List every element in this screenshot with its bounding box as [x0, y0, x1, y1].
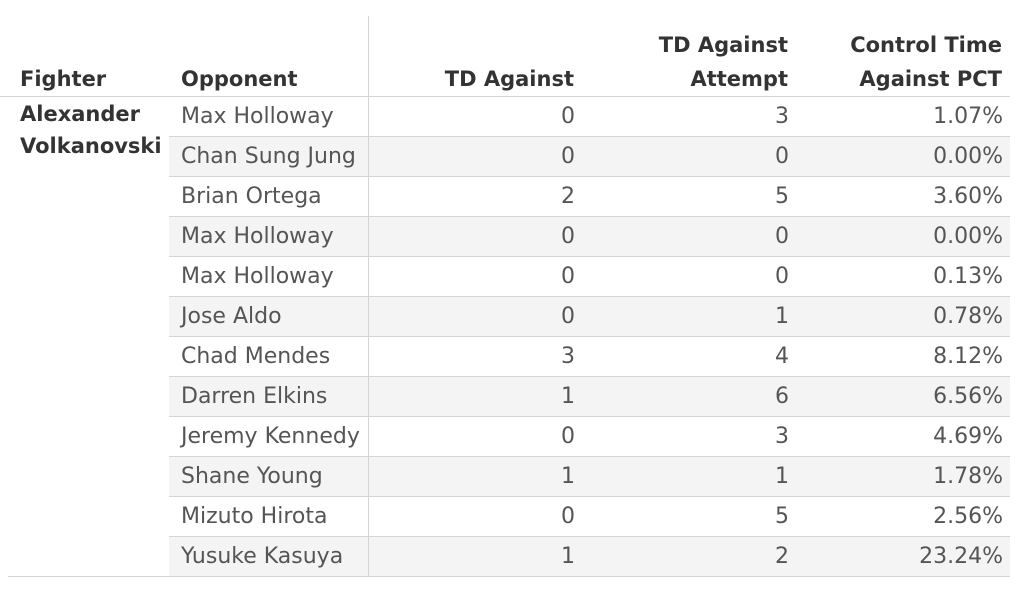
cell-control-time-pct: 23.24%: [919, 544, 1003, 569]
cell-td-against-attempt: 3: [775, 104, 789, 129]
row-separator: [169, 176, 1010, 177]
cell-td-against-attempt: 4: [775, 344, 789, 369]
divider-header: [0, 96, 1010, 97]
cell-td-against-attempt: 5: [775, 504, 789, 529]
cell-td-against: 1: [561, 464, 575, 489]
cell-opponent: Chan Sung Jung: [181, 144, 356, 169]
cell-td-against: 0: [561, 224, 575, 249]
cell-control-time-pct: 0.78%: [933, 304, 1003, 329]
cell-control-time-pct: 6.56%: [933, 384, 1003, 409]
header-opponent[interactable]: Opponent: [181, 67, 298, 91]
cell-control-time-pct: 8.12%: [933, 344, 1003, 369]
cell-td-against-attempt: 3: [775, 424, 789, 449]
cell-opponent: Jose Aldo: [181, 304, 282, 329]
cell-opponent: Max Holloway: [181, 104, 334, 129]
cell-td-against-attempt: 1: [775, 304, 789, 329]
cell-td-against-attempt: 5: [775, 184, 789, 209]
cell-opponent: Brian Ortega: [181, 184, 322, 209]
table-row[interactable]: [169, 417, 1010, 457]
table-row[interactable]: [169, 137, 1010, 177]
cell-td-against-attempt: 0: [775, 264, 789, 289]
cell-td-against-attempt: 0: [775, 144, 789, 169]
table-row[interactable]: [169, 457, 1010, 497]
fighter-cell[interactable]: Alexander Volkanovski: [20, 98, 162, 162]
table-row[interactable]: [169, 257, 1010, 297]
header-td-against-attempt-line1: TD Against: [658, 33, 788, 57]
table-row[interactable]: [169, 497, 1010, 537]
cell-opponent: Darren Elkins: [181, 384, 328, 409]
header-control-time-pct[interactable]: Control Time Against PCT: [800, 28, 1002, 96]
cell-td-against: 2: [561, 184, 575, 209]
row-separator: [169, 136, 1010, 137]
cell-td-against: 0: [561, 304, 575, 329]
cell-td-against: 1: [561, 544, 575, 569]
row-separator: [169, 256, 1010, 257]
cell-opponent: Yusuke Kasuya: [181, 544, 344, 569]
cell-control-time-pct: 1.07%: [933, 104, 1003, 129]
fighter-name-line1: Alexander: [20, 102, 140, 126]
fighter-name-line2: Volkanovski: [20, 134, 162, 158]
header-control-time-pct-line2: Against PCT: [859, 67, 1002, 91]
cell-control-time-pct: 2.56%: [933, 504, 1003, 529]
table-row[interactable]: [169, 177, 1010, 217]
row-separator: [169, 496, 1010, 497]
cell-opponent: Max Holloway: [181, 224, 334, 249]
header-td-against[interactable]: TD Against: [444, 67, 574, 91]
row-separator: [169, 376, 1010, 377]
cell-td-against-attempt: 0: [775, 224, 789, 249]
header-fighter[interactable]: Fighter: [20, 67, 107, 91]
cell-td-against: 1: [561, 384, 575, 409]
cell-opponent: Shane Young: [181, 464, 323, 489]
cell-opponent: Mizuto Hirota: [181, 504, 328, 529]
cell-td-against-attempt: 6: [775, 384, 789, 409]
row-separator: [169, 536, 1010, 537]
cell-td-against: 3: [561, 344, 575, 369]
table-row[interactable]: [169, 537, 1010, 577]
header-td-against-attempt-line2: Attempt: [690, 67, 788, 91]
cell-control-time-pct: 1.78%: [933, 464, 1003, 489]
cell-td-against: 0: [561, 144, 575, 169]
cell-td-against: 0: [561, 104, 575, 129]
row-separator: [169, 416, 1010, 417]
table-row[interactable]: [169, 297, 1010, 337]
cell-control-time-pct: 4.69%: [933, 424, 1003, 449]
cell-opponent: Jeremy Kennedy: [181, 424, 360, 449]
cell-control-time-pct: 3.60%: [933, 184, 1003, 209]
cell-td-against: 0: [561, 504, 575, 529]
table-row[interactable]: [169, 217, 1010, 257]
divider-bottom: [8, 576, 1010, 577]
table-row[interactable]: [169, 337, 1010, 377]
cell-opponent: Chad Mendes: [181, 344, 331, 369]
cell-td-against-attempt: 2: [775, 544, 789, 569]
row-separator: [169, 336, 1010, 337]
cell-opponent: Max Holloway: [181, 264, 334, 289]
cell-control-time-pct: 0.13%: [933, 264, 1003, 289]
cell-td-against-attempt: 1: [775, 464, 789, 489]
row-separator: [169, 296, 1010, 297]
cell-control-time-pct: 0.00%: [933, 144, 1003, 169]
cell-td-against: 0: [561, 264, 575, 289]
row-separator: [169, 456, 1010, 457]
header-control-time-pct-line1: Control Time: [850, 33, 1002, 57]
cell-control-time-pct: 0.00%: [933, 224, 1003, 249]
table-row[interactable]: [169, 377, 1010, 417]
row-separator: [169, 216, 1010, 217]
divider-vertical: [368, 16, 369, 576]
cell-td-against: 0: [561, 424, 575, 449]
table-row[interactable]: [169, 97, 1010, 137]
header-td-against-attempt[interactable]: TD Against Attempt: [590, 28, 788, 96]
